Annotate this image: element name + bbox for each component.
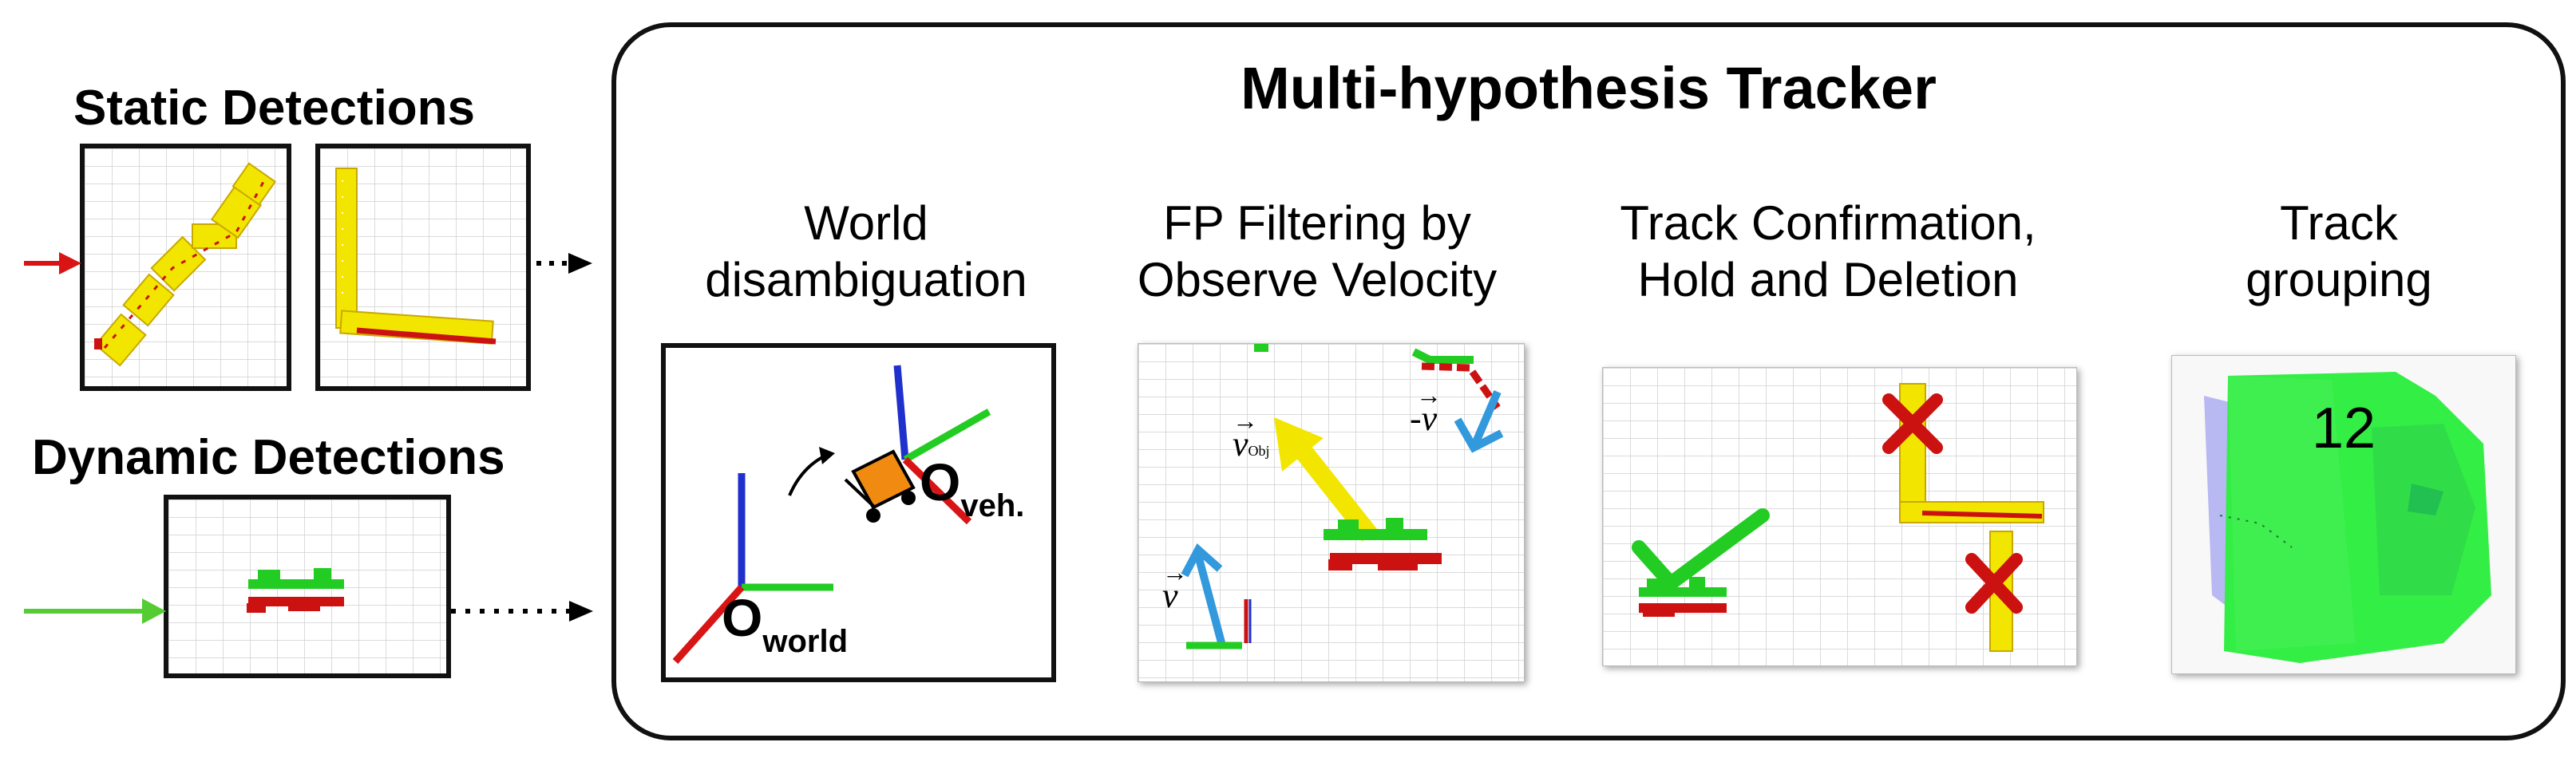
tracker-container (611, 22, 2566, 740)
world-disambiguation-panel: Oworld Oveh. (661, 343, 1056, 682)
track-grouping-panel: 12 (2171, 355, 2516, 674)
dynamic-track-green (248, 568, 344, 589)
tracker-title: Multi-hypothesis Tracker (1241, 55, 1937, 121)
delete-cross-icon-2 (1965, 553, 2023, 614)
origin-vehicle-label: Oveh. (920, 452, 1025, 523)
static-input-arrow (24, 252, 81, 274)
dynamic-input-arrow (24, 598, 166, 624)
static-detection-panel-1 (80, 144, 291, 391)
stage-title-track-confirmation: Track Confirmation, Hold and Deletion (1620, 196, 2036, 306)
origin-world-label: Oworld (722, 588, 849, 659)
v-obj-label: → vObj (1233, 406, 1270, 464)
static-detection-panel-2 (315, 144, 531, 391)
static-detections-label: Static Detections (73, 81, 476, 136)
vehicle-icon (844, 449, 916, 523)
v-neg-label: → -v (1410, 381, 1442, 438)
dynamic-detection-panel (164, 495, 451, 678)
stage-title-world: World disambiguation (705, 196, 1027, 306)
static-to-tracker-arrow (536, 253, 592, 274)
stage-title-fp-filtering: FP Filtering by Observe Velocity (1137, 196, 1498, 306)
dynamic-to-tracker-arrow (451, 601, 593, 622)
dynamic-detections-label: Dynamic Detections (32, 430, 505, 485)
v-label: → v (1162, 558, 1188, 615)
dynamic-track-red (247, 597, 344, 613)
confirm-check-icon (1632, 508, 1770, 590)
stage-title-track-grouping: Track grouping (2246, 196, 2432, 306)
static-wall-2-segments (335, 168, 494, 345)
fp-filtering-panel: → vObj → -v → v (1138, 343, 1525, 682)
track-confirmation-panel (1602, 367, 2077, 666)
delete-cross-icon-1 (1882, 393, 1943, 454)
track-id-label: 12 (2312, 397, 2376, 460)
